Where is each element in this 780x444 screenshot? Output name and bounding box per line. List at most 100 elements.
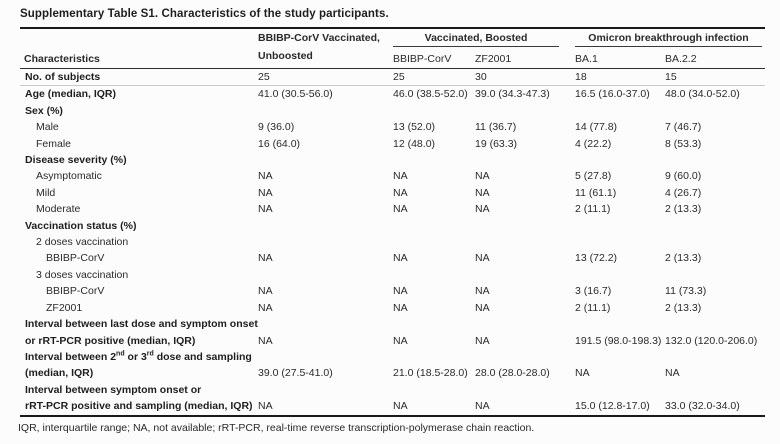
cell-value: NA [258,252,273,265]
cell-value [665,349,765,365]
table-row: 3 doses vaccination [20,267,765,283]
cell-value [575,349,665,365]
table-row: rRT-PCR positive and sampling (median, I… [20,398,765,415]
cell-value [475,267,575,283]
cell-value [393,218,475,234]
cell-value: 25 [258,68,393,87]
cell-value [258,316,393,332]
cell-value [475,218,575,234]
row-label: Vaccination status (%) [25,219,137,232]
cell-value [575,234,665,250]
cell-value [393,234,475,250]
row-label: Female [36,137,72,150]
column-header-ba1: BA.1 [575,50,666,69]
cell-value [393,103,475,119]
group-header-omicron-breakthrough: Omicron breakthrough infection [575,28,765,51]
cell-value: 15.0 (12.8-17.0) [575,400,650,413]
cell-value [393,349,475,365]
row-label: Sex (%) [25,104,63,117]
row-label: 2 doses vaccination [36,236,129,249]
cell-value [665,316,765,332]
cell-value: 9 (60.0) [665,170,702,183]
cell-value: 21.0 (18.5-28.0) [393,367,468,380]
cell-value: 13 (72.2) [575,252,618,265]
cell-value: 15 [665,68,766,87]
cell-value: NA [475,285,490,298]
cell-value [665,382,765,398]
row-label: Disease severity (%) [25,154,127,167]
table-header: Characteristics BBIBP-CorV Vaccinated, U… [20,28,766,69]
cell-value: NA [258,170,273,183]
cell-value [393,382,475,398]
cell-value: 46.0 (38.5-52.0) [393,88,468,101]
cell-value: NA [258,400,273,413]
header-row-subcolumns: BBIBP-CorV ZF2001 BA.1 BA.2.2 [20,50,766,69]
row-label: Interval between symptom onset or [25,383,202,396]
table-row: Interval between symptom onset or [20,382,765,398]
cell-value [575,267,665,283]
characteristics-table: Characteristics BBIBP-CorV Vaccinated, U… [20,27,766,417]
cell-value: 8 (53.3) [665,137,702,150]
cell-value [258,152,393,168]
cell-value [665,234,765,250]
cell-value: NA [258,203,273,216]
cell-value: NA [258,334,273,347]
column-header-boosted-zf2001: ZF2001 [475,50,576,69]
cell-value: NA [258,285,273,298]
cell-value [475,349,575,365]
row-label: (median, IQR) [25,367,94,380]
cell-value: 19 (63.3) [475,137,518,150]
cell-value: 7 (46.7) [665,121,702,134]
cell-value: NA [393,400,408,413]
row-label: Asymptomatic [36,170,102,183]
cell-value: 48.0 (34.0-52.0) [665,88,740,101]
row-label: Interval between 2nd or 3rd dose and sam… [25,350,252,363]
cell-value: 2 (11.1) [575,301,611,314]
group-header-vaccinated-boosted: Vaccinated, Boosted [393,28,575,51]
column-header-ba22: BA.2.2 [665,50,766,69]
cell-value [475,103,575,119]
cell-value: 12 (48.0) [393,137,436,150]
table-row: Interval between last dose and symptom o… [20,316,765,332]
row-label: 3 doses vaccination [36,268,129,281]
cell-value: NA [575,367,590,380]
cell-value: 14 (77.8) [575,121,618,134]
table-row: Male 9 (36.0) 13 (52.0) 11 (36.7) 14 (77.8) 7… [20,119,765,135]
cell-value: 11 (36.7) [475,121,517,134]
cell-value: NA [475,186,490,199]
cell-value: NA [475,334,490,347]
cell-value: 18 [575,68,666,87]
cell-value: 4 (26.7) [665,186,702,199]
row-label: Mild [36,186,56,199]
cell-value: 132.0 (120.0-206.0) [665,334,758,347]
cell-value [258,349,393,365]
table-row: Age (median, IQR) 41.0 (30.5-56.0) 46.0 (3… [20,86,765,103]
cell-value: 39.0 (34.3-47.3) [475,88,550,101]
cell-value: NA [258,186,273,199]
row-label: Moderate [36,203,81,216]
cell-value [393,152,475,168]
table-row: (median, IQR) 39.0 (27.5-41.0) 21.0 (18.5-… [20,365,765,381]
cell-value: NA [475,301,490,314]
table-row: No. of subjects 25 25 30 18 15 [20,68,766,87]
cell-value: 2 (11.1) [575,203,611,216]
column-header-unboosted-line2: Unboosted [258,50,313,62]
cell-value: NA [475,252,490,265]
cell-value: NA [665,367,680,380]
cell-value: 33.0 (32.0-34.0) [665,400,740,413]
cell-value: NA [475,400,490,413]
cell-value [575,382,665,398]
cell-value: 11 (73.3) [665,285,707,298]
table-row: 2 doses vaccination [20,234,765,250]
cell-value: 5 (27.8) [575,170,612,183]
column-header-unboosted-line1: BBIBP-CorV Vaccinated, [258,32,380,44]
table-row: Moderate NA NA NA 2 (11.1) 2 (13.3) [20,201,765,217]
cell-value [258,234,393,250]
table-body: No. of subjects 25 25 30 18 15 Age (median, IQ… [20,68,766,416]
cell-value [665,103,765,119]
row-label: BBIBP-CorV [46,252,105,265]
cell-value [475,152,575,168]
cell-value: 28.0 (28.0-28.0) [475,367,550,380]
cell-value: 30 [475,68,576,87]
cell-value [665,152,765,168]
